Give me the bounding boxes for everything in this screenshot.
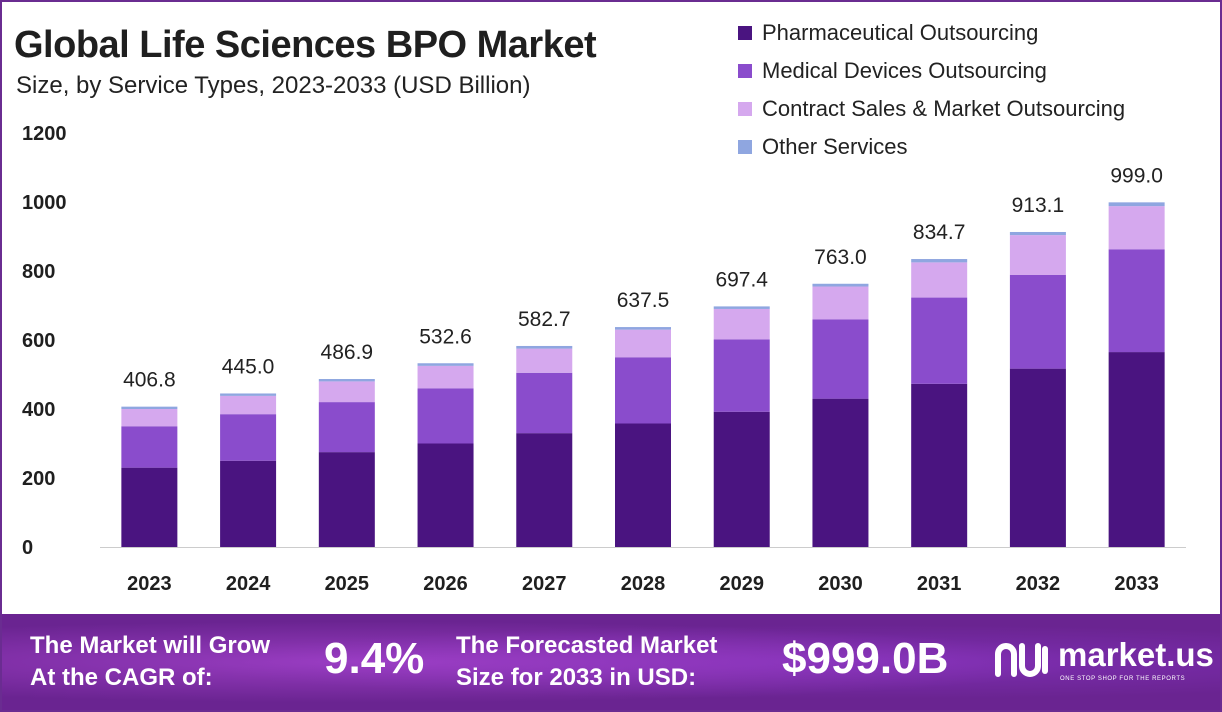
bar-total-label: 582.7 bbox=[518, 308, 571, 331]
bar-segment bbox=[318, 402, 375, 453]
bar-total-label: 406.8 bbox=[123, 369, 176, 392]
bar-segment bbox=[911, 259, 968, 263]
x-tick-label: 2026 bbox=[423, 573, 468, 595]
bar-segment bbox=[121, 406, 178, 409]
bar-segment bbox=[1009, 235, 1066, 275]
footer-banner: The Market will Grow At the CAGR of: 9.4… bbox=[2, 614, 1220, 710]
bar-segment bbox=[812, 286, 869, 320]
bar-segment bbox=[812, 398, 869, 547]
x-tick-label: 2024 bbox=[226, 573, 271, 595]
bar-segment bbox=[812, 319, 869, 399]
bar-segment bbox=[1009, 274, 1066, 369]
y-tick-label: 1200 bbox=[22, 123, 67, 145]
bar-total-label: 637.5 bbox=[617, 289, 670, 312]
x-tick-label: 2029 bbox=[719, 573, 764, 595]
bar-segment bbox=[615, 357, 671, 424]
legend-label: Pharmaceutical Outsourcing bbox=[762, 20, 1039, 45]
bar-segment bbox=[615, 327, 671, 330]
y-tick-label: 200 bbox=[22, 468, 55, 490]
bar-segment bbox=[911, 262, 968, 298]
bar-segment bbox=[713, 339, 770, 412]
bar-segment bbox=[121, 467, 178, 547]
legend-item-other-services: Other Services bbox=[738, 128, 1125, 166]
bar-segment bbox=[121, 426, 178, 468]
bar-segment bbox=[615, 329, 671, 358]
chart-subtitle: Size, by Service Types, 2023-2033 (USD B… bbox=[16, 72, 531, 99]
bar-segment bbox=[713, 411, 770, 547]
bar-segment bbox=[220, 393, 277, 396]
market-us-tagline: ONE STOP SHOP FOR THE REPORTS bbox=[1060, 676, 1186, 682]
x-tick-label: 2028 bbox=[621, 573, 666, 595]
bar-segment bbox=[911, 297, 968, 384]
cagr-label-line1: The Market will Grow bbox=[30, 632, 271, 659]
bar-total-label: 834.7 bbox=[913, 221, 966, 244]
stacked-bar-chart: 0 200 400 600 800 1000 1200 406.8 2023 445.0 2024 4… bbox=[22, 123, 1186, 595]
bar-segment bbox=[713, 306, 770, 309]
y-tick-label: 0 bbox=[22, 537, 33, 559]
bar-segment bbox=[615, 423, 671, 547]
cagr-value: 9.4% bbox=[324, 634, 425, 683]
y-tick-label: 600 bbox=[22, 330, 55, 352]
bar-segment bbox=[1108, 206, 1165, 250]
x-tick-label: 2032 bbox=[1016, 573, 1061, 595]
legend-label: Contract Sales & Market Outsourcing bbox=[762, 96, 1126, 121]
x-tick-label: 2025 bbox=[325, 573, 370, 595]
bar-segment bbox=[1009, 231, 1066, 236]
bar-segment bbox=[911, 383, 968, 547]
bar-total-label: 999.0 bbox=[1110, 164, 1163, 187]
y-tick-label: 400 bbox=[22, 399, 55, 421]
legend-label: Other Services bbox=[762, 134, 908, 159]
bar-total-label: 486.9 bbox=[321, 341, 374, 364]
y-tick-label: 1000 bbox=[22, 192, 67, 214]
bar-total-label: 532.6 bbox=[419, 325, 472, 348]
forecast-label-line1: The Forecasted Market bbox=[456, 632, 718, 659]
legend-swatch bbox=[738, 64, 752, 78]
bar-segment bbox=[417, 363, 474, 366]
bar-segment bbox=[1108, 352, 1165, 547]
bar-total-label: 763.0 bbox=[814, 246, 867, 269]
legend-item-pharmaceutical: Pharmaceutical Outsourcing bbox=[738, 14, 1125, 52]
bar-segment bbox=[318, 381, 375, 403]
forecast-value: $999.0B bbox=[782, 634, 949, 683]
x-tick-label: 2023 bbox=[127, 573, 172, 595]
bar-segment bbox=[121, 409, 178, 427]
bar-segment bbox=[516, 345, 573, 349]
y-tick-label: 800 bbox=[22, 261, 55, 283]
legend-swatch bbox=[738, 102, 752, 116]
bar-segment bbox=[713, 308, 770, 340]
bar-segment bbox=[516, 372, 573, 434]
bar-segment bbox=[1009, 368, 1066, 547]
bar-segment bbox=[220, 460, 277, 547]
x-tick-label: 2033 bbox=[1114, 573, 1159, 595]
market-us-logo-icon bbox=[995, 643, 1048, 677]
bar-segment bbox=[812, 283, 869, 287]
legend: Pharmaceutical Outsourcing Medical Devic… bbox=[738, 14, 1125, 166]
x-tick-label: 2031 bbox=[917, 573, 962, 595]
bar-segment bbox=[516, 433, 573, 547]
cagr-label-line2: At the CAGR of: bbox=[30, 664, 213, 691]
chart-title: Global Life Sciences BPO Market bbox=[14, 24, 597, 66]
bar-segment bbox=[220, 395, 277, 415]
forecast-label-line2: Size for 2033 in USD: bbox=[456, 664, 697, 691]
legend-swatch bbox=[738, 26, 752, 40]
bar-segment bbox=[1108, 202, 1165, 207]
bar-segment bbox=[318, 452, 375, 547]
legend-item-contract-sales: Contract Sales & Market Outsourcing bbox=[738, 90, 1125, 128]
bar-segment bbox=[417, 443, 474, 547]
bar-segment bbox=[417, 365, 474, 389]
market-us-logo-text: market.us bbox=[1058, 636, 1214, 673]
bar-segment bbox=[1108, 249, 1165, 353]
legend-label: Medical Devices Outsourcing bbox=[762, 58, 1047, 83]
x-tick-label: 2027 bbox=[522, 573, 567, 595]
x-tick-label: 2030 bbox=[818, 573, 863, 595]
bar-total-label: 913.1 bbox=[1012, 194, 1065, 217]
legend-swatch bbox=[738, 140, 752, 154]
bar-segment bbox=[417, 388, 474, 444]
legend-item-medical-devices: Medical Devices Outsourcing bbox=[738, 52, 1125, 90]
bar-segment bbox=[220, 414, 277, 461]
bar-total-label: 697.4 bbox=[715, 268, 768, 291]
bar-segment bbox=[318, 379, 375, 382]
bar-total-label: 445.0 bbox=[222, 355, 275, 378]
bar-segment bbox=[516, 348, 573, 373]
